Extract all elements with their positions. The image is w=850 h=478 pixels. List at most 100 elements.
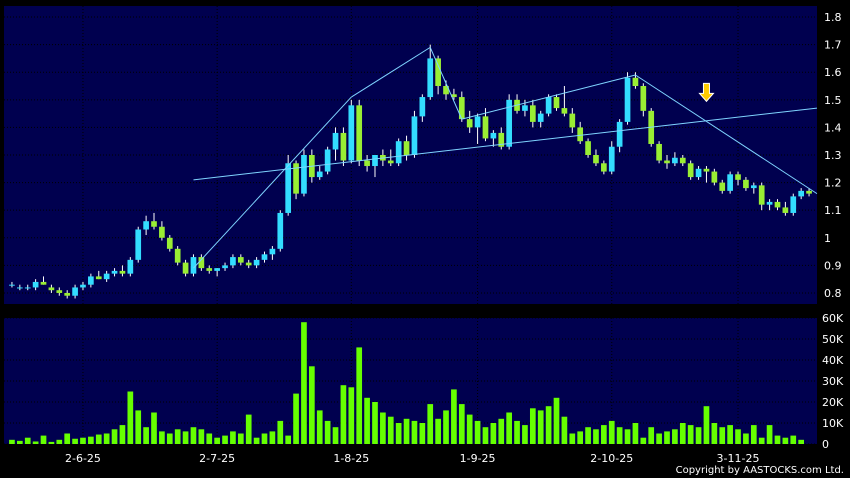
candle-body [119, 270, 126, 274]
candle-body [451, 94, 457, 98]
price-tick-label: 1.3 [824, 149, 842, 162]
volume-bar [624, 429, 631, 444]
volume-bar [95, 434, 102, 444]
volume-bar [687, 425, 694, 444]
candle-body [664, 160, 670, 164]
candle-body [95, 276, 102, 280]
candle-body [111, 270, 118, 274]
volume-bar [261, 433, 268, 444]
volume-bar [395, 423, 402, 444]
candle-body [48, 287, 55, 291]
volume-bar [782, 437, 789, 444]
candle-body [245, 262, 252, 266]
volume-bar [758, 437, 765, 444]
volume-bar [88, 436, 94, 444]
candle-body [506, 99, 512, 147]
volume-bar [798, 439, 805, 444]
candle-body [9, 284, 15, 286]
volume-bar [340, 385, 347, 444]
volume-bar [537, 410, 544, 444]
date-tick-label: 2-10-25 [590, 452, 633, 465]
candle-body [151, 221, 157, 227]
candle-body [774, 201, 781, 208]
candle-body [277, 212, 284, 249]
candle-body [340, 132, 347, 161]
volume-bar [245, 414, 252, 444]
candle-body [285, 163, 292, 213]
volume-bar [356, 347, 363, 444]
candle-body [672, 157, 678, 164]
volume-bar [32, 441, 39, 444]
volume-bar [237, 433, 244, 444]
candle-body [522, 105, 528, 111]
volume-tick-label: 30K [822, 375, 844, 388]
candle-body [372, 155, 378, 167]
volume-bar [16, 440, 23, 444]
candle-body [798, 190, 805, 197]
volume-bar [750, 425, 757, 444]
candle-body [387, 160, 394, 164]
candle-body [24, 287, 31, 289]
volume-bar [301, 322, 307, 444]
volume-bar [269, 431, 276, 444]
date-tick-label: 1-9-25 [460, 452, 496, 465]
volume-bar [316, 410, 323, 444]
candle-body [348, 105, 355, 161]
candle-body [656, 143, 662, 161]
volume-bar [593, 429, 599, 444]
volume-bar [545, 406, 552, 444]
trendline [193, 96, 352, 269]
volume-bar [364, 397, 370, 444]
volume-bar [522, 425, 528, 444]
volume-tick-label: 20K [822, 396, 844, 409]
candle-body [56, 290, 63, 293]
price-tick-label: 1 [824, 232, 831, 245]
volume-bar [482, 427, 489, 444]
candle-body [545, 97, 552, 114]
volume-bar [174, 429, 181, 444]
candle-body [766, 201, 773, 205]
signal-marker [698, 82, 715, 103]
volume-bar [222, 435, 228, 444]
volume-tick-label: 60K [822, 312, 844, 325]
price-tick-label: 1.1 [824, 204, 842, 217]
candle-body [569, 113, 576, 128]
price-tick-label: 1.4 [824, 121, 842, 134]
volume-bar [182, 431, 189, 444]
candle-body [482, 116, 489, 139]
candle-body [695, 168, 702, 178]
candle-body [356, 105, 363, 161]
volume-bar [9, 439, 15, 444]
candle-body [80, 284, 86, 288]
candle-body [237, 257, 244, 263]
volume-bar [348, 387, 355, 444]
price-tick-label: 1.6 [824, 66, 842, 79]
date-tick-label: 2-7-25 [199, 452, 235, 465]
candle-body [790, 196, 797, 213]
volume-bar [664, 431, 670, 444]
candle-body [182, 262, 189, 274]
candle-body [593, 155, 599, 164]
volume-bar [40, 435, 47, 444]
trendline [461, 74, 636, 120]
volume-bar [506, 412, 512, 444]
volume-bar [64, 433, 71, 444]
volume-bar [632, 423, 639, 444]
candle-body [529, 105, 536, 122]
volume-bar [80, 437, 86, 444]
price-tick-label: 0.9 [824, 259, 842, 272]
price-tick-label: 1.7 [824, 39, 842, 52]
volume-bar [577, 431, 584, 444]
volume-bar [253, 437, 260, 444]
volume-bar [372, 402, 378, 444]
volume-bar [498, 418, 505, 444]
volume-bar [490, 423, 497, 444]
candle-body [806, 190, 812, 194]
volume-bar [672, 429, 678, 444]
candle-body [32, 281, 39, 288]
date-tick-label: 1-8-25 [333, 452, 369, 465]
volume-bar [293, 393, 299, 444]
candle-body [703, 168, 710, 172]
volume-bar [427, 404, 434, 444]
candle-body [561, 108, 568, 114]
